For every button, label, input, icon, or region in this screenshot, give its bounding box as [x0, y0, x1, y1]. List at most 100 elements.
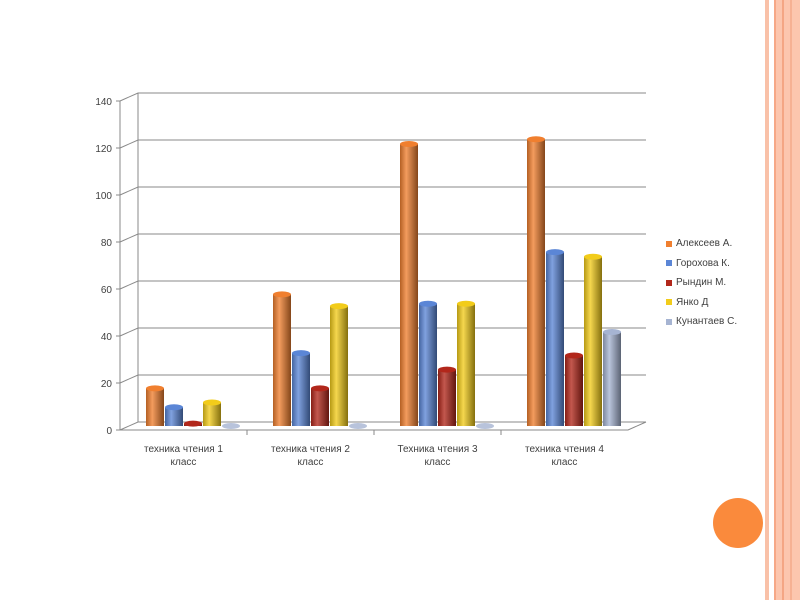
bar [330, 303, 348, 426]
bar-body [546, 252, 564, 426]
bar-body [311, 388, 329, 426]
legend-label: Янко Д [676, 296, 709, 308]
bar-top [203, 399, 221, 406]
decor-stripe [765, 0, 769, 600]
gridline [119, 327, 646, 337]
bar [400, 141, 418, 426]
bar-body [146, 388, 164, 426]
legend-label: Кунантаев С. [676, 316, 738, 328]
bar [527, 136, 545, 427]
x-category-label: класс [552, 457, 578, 468]
legend-swatch [666, 299, 672, 306]
x-category-label: техника чтения 1 [144, 444, 223, 455]
x-category-label: класс [298, 457, 324, 468]
bar [546, 249, 564, 426]
bar-top [565, 352, 583, 359]
bar [457, 300, 475, 426]
legend-item: Алексеев А. [666, 234, 737, 254]
decor-circle [713, 498, 763, 548]
bar-top [546, 249, 564, 256]
bar-top [438, 366, 456, 373]
bar [584, 253, 602, 426]
bar [419, 300, 437, 426]
legend: Алексеев А. Горохова К. Рындин М. Янко Д Кун… [666, 234, 737, 332]
bar-top [349, 423, 367, 429]
bar-body [457, 303, 475, 426]
decor-band [774, 0, 800, 600]
bar-top [457, 300, 475, 307]
gridline [119, 139, 646, 149]
bar-body [292, 353, 310, 426]
bar-body [330, 306, 348, 426]
bar-top [419, 300, 437, 307]
legend-label: Горохова К. [676, 257, 730, 269]
y-tick-label: 0 [106, 426, 112, 437]
gridline [119, 92, 646, 102]
bar [603, 329, 621, 426]
bar-body [527, 139, 545, 427]
legend-item: Кунантаев С. [666, 312, 737, 332]
bar-top [400, 141, 418, 147]
bar [222, 423, 240, 429]
gridline [119, 233, 646, 243]
bar-body [565, 355, 583, 426]
legend-label: Рындин М. [676, 277, 727, 289]
bar-body [419, 303, 437, 426]
y-tick-label: 20 [101, 379, 113, 390]
bar-top [146, 385, 164, 392]
legend-label: Алексеев А. [676, 238, 733, 250]
bar-top [184, 420, 202, 427]
bar [565, 352, 583, 426]
bar [349, 423, 367, 429]
legend-item: Рындин М. [666, 273, 737, 293]
legend-swatch [666, 279, 672, 286]
bar-top [527, 136, 545, 143]
bar [273, 291, 291, 426]
y-tick-label: 100 [95, 191, 112, 202]
y-tick-label: 40 [101, 332, 113, 343]
y-tick-label: 120 [95, 144, 112, 155]
gridline [119, 186, 646, 196]
bar-body [400, 144, 418, 426]
gridline [119, 374, 646, 384]
legend-item: Горохова К. [666, 254, 737, 274]
bar [311, 385, 329, 426]
bar-body [165, 407, 183, 426]
bar-top [330, 303, 348, 310]
gridline [119, 280, 646, 290]
bar-top [311, 385, 329, 392]
x-category-label: техника чтения 4 [525, 444, 604, 455]
x-category-label: класс [171, 457, 197, 468]
bar-top [273, 291, 291, 298]
x-axis [120, 421, 647, 431]
bar-body [438, 369, 456, 426]
bar [184, 420, 202, 427]
bar [146, 385, 164, 426]
legend-swatch [666, 260, 672, 267]
bar-top [476, 423, 494, 429]
y-tick-label: 60 [101, 285, 113, 296]
bar-body [584, 256, 602, 426]
y-tick-label: 140 [95, 97, 112, 108]
legend-item: Янко Д [666, 293, 737, 313]
bar-top [603, 329, 621, 335]
bar [438, 366, 456, 426]
bar [203, 399, 221, 426]
legend-swatch [666, 318, 672, 325]
bar [476, 423, 494, 429]
bar-top [222, 423, 240, 429]
legend-swatch [666, 240, 672, 247]
y-tick-label: 80 [101, 238, 113, 249]
bar-body [603, 332, 621, 426]
bar-body [203, 402, 221, 426]
bar-top [292, 350, 310, 357]
bar [165, 404, 183, 426]
x-category-label: техника чтения 2 [271, 444, 350, 455]
x-category-label: Техника чтения 3 [397, 444, 477, 455]
gridline [119, 421, 646, 431]
x-category-label: класс [425, 457, 451, 468]
bar-top [165, 404, 183, 411]
bar-top [584, 253, 602, 260]
bar [292, 350, 310, 426]
